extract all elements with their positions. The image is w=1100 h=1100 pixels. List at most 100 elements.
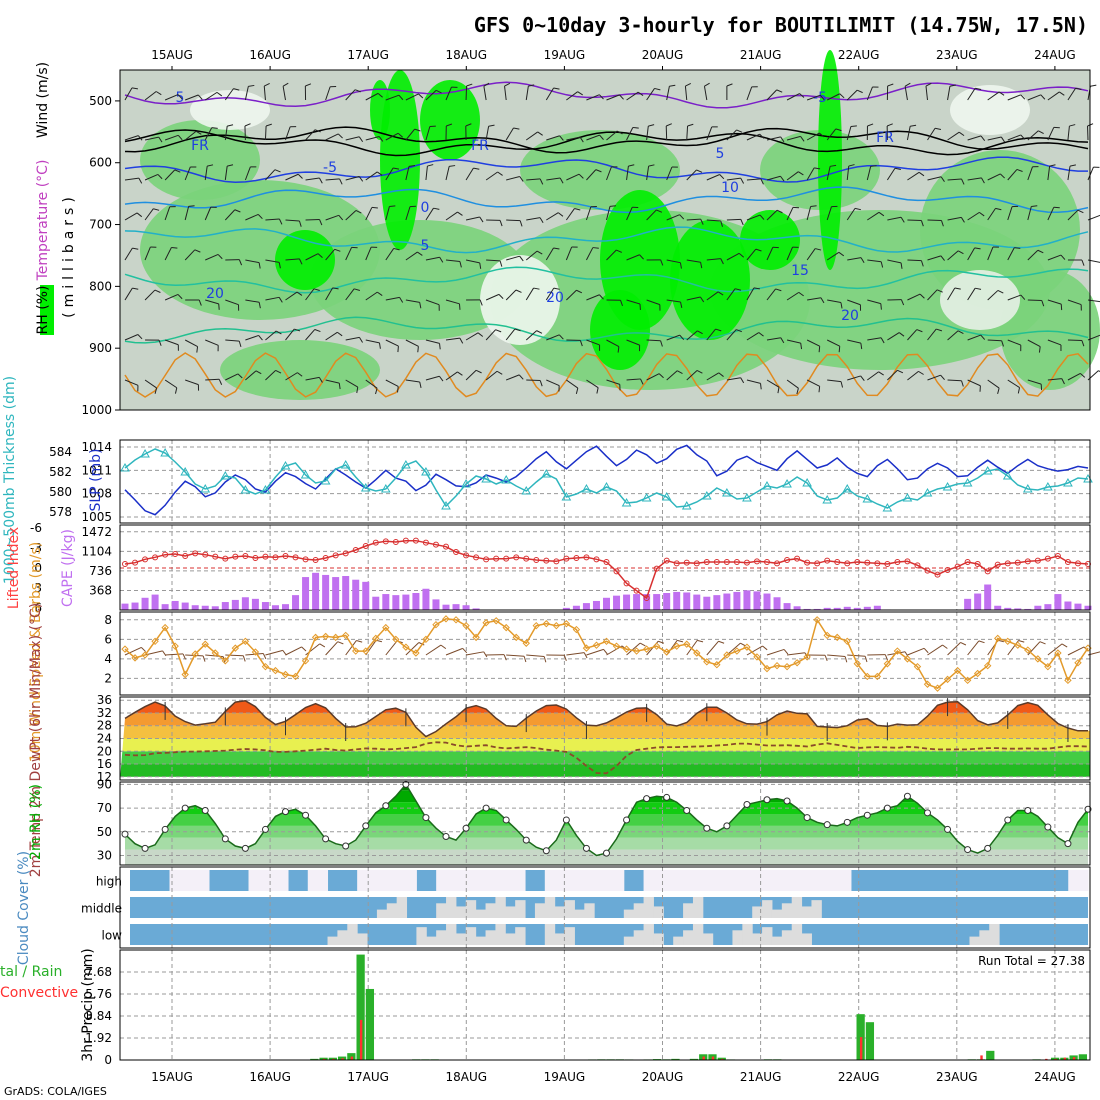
rh-point [964, 846, 972, 854]
cloud-clear-cell [436, 870, 447, 891]
wind-barb [847, 299, 861, 306]
wind-barb [385, 248, 395, 261]
temp-axis-label: 2m Temp 2m DewPt (6hr Min/Max) (°C) [28, 603, 44, 878]
wind-barb [1017, 387, 1021, 394]
rh-point [261, 825, 269, 833]
cloud-clear-cell [762, 900, 773, 918]
wind-barb [820, 297, 825, 304]
cape-bar [372, 596, 380, 610]
lifted-index-point [914, 562, 921, 569]
wind-barb [848, 164, 855, 167]
wind-barb [196, 346, 199, 353]
wind-barb [184, 249, 196, 261]
wind-barb [1027, 339, 1041, 348]
wind-barb [137, 334, 143, 340]
wind-barb [686, 370, 698, 381]
wind-barb [626, 91, 639, 101]
rh-region [818, 50, 842, 270]
wind-barb [786, 246, 794, 261]
cloud-clear-cell [801, 933, 812, 945]
rh-2m-panel: 30 50 70 90 2m RH (%) [28, 777, 1092, 866]
cape-bar [663, 593, 671, 610]
wind-barb [365, 92, 379, 101]
cape-bar [994, 605, 1002, 610]
wind-barb [886, 123, 893, 127]
wind-barb [553, 247, 560, 250]
wind-barb [606, 94, 620, 101]
wind-barb [967, 177, 982, 181]
thickness-point [180, 466, 191, 476]
wind-barb [679, 334, 685, 340]
wind-barb [898, 332, 905, 337]
cloud-clear-cell [643, 897, 654, 918]
cloud-clear-cell [179, 870, 190, 891]
wind-barb [216, 91, 223, 97]
lifted-index-point [683, 559, 690, 566]
wind-barb [345, 210, 357, 221]
wind-barb [800, 343, 803, 350]
wind-barb [566, 289, 577, 301]
precip-total-bar [310, 1058, 319, 1060]
wind-barb [262, 653, 267, 660]
wind-speed-point [673, 642, 681, 650]
wind-barb [626, 642, 641, 656]
wind-barb [439, 257, 444, 263]
cloud-clear-cell [653, 906, 664, 918]
wind-barb [495, 329, 502, 333]
cape-bar [813, 608, 821, 610]
thickness-point [461, 478, 471, 488]
cloud-clear-cell [683, 930, 694, 945]
thickness-point [1063, 477, 1073, 487]
wind-barb [907, 171, 920, 181]
wind-barb [305, 288, 315, 301]
precip-convective-bar [1054, 1058, 1057, 1060]
lifted-index-point [723, 559, 730, 565]
wind-barb [1007, 294, 1022, 301]
cape-bar [211, 606, 219, 610]
wind-barb [405, 93, 419, 101]
wind-barb [777, 387, 780, 394]
contour-label: 0 [421, 200, 430, 216]
wind-barb [579, 136, 584, 143]
wind-barb [418, 642, 425, 646]
rh-point [1004, 816, 1012, 824]
wind-barb [565, 208, 575, 221]
wind-speed-point [181, 670, 189, 679]
wind-speed-point [392, 635, 400, 644]
wind-barb [1007, 94, 1021, 101]
below-surface [120, 410, 1090, 440]
cloud-clear-cell [169, 870, 180, 891]
wind-barb [557, 212, 564, 217]
wind-barb [299, 258, 303, 265]
lifted-index-point [1064, 559, 1071, 565]
rh-point [562, 816, 570, 824]
wind-barb [385, 640, 398, 656]
wind-barb [1067, 299, 1082, 306]
cloud-clear-cell [979, 930, 990, 945]
wind-barb [417, 251, 423, 256]
wind-barb [485, 171, 498, 181]
precip-tick-label: 0 [104, 1053, 112, 1067]
wind-barb [676, 370, 683, 374]
wind-barb [503, 654, 507, 661]
wind-barb [566, 379, 579, 389]
precip-tick-label: 3.84 [85, 1009, 112, 1023]
rh-region [1000, 270, 1100, 390]
wind-barb [923, 647, 929, 654]
wind-barb [188, 205, 195, 207]
rh-point [763, 796, 771, 804]
wind-barb [124, 87, 133, 101]
wind-barb [136, 212, 143, 218]
wind-barb [1069, 124, 1076, 127]
cloud-clear-cell [347, 924, 358, 945]
cape-bar [1004, 607, 1012, 610]
wind-barb [1087, 166, 1094, 181]
wind-barb [864, 656, 868, 663]
wind-barb [505, 328, 516, 341]
wind-barb [940, 374, 945, 381]
cape-bar [833, 607, 841, 610]
precip-tick-label: 5.76 [85, 987, 112, 1001]
wind-barb [458, 303, 461, 310]
wind-barb [574, 208, 581, 211]
wind-barb [546, 379, 560, 386]
